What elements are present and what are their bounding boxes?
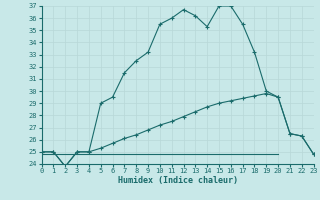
X-axis label: Humidex (Indice chaleur): Humidex (Indice chaleur) — [118, 176, 237, 185]
